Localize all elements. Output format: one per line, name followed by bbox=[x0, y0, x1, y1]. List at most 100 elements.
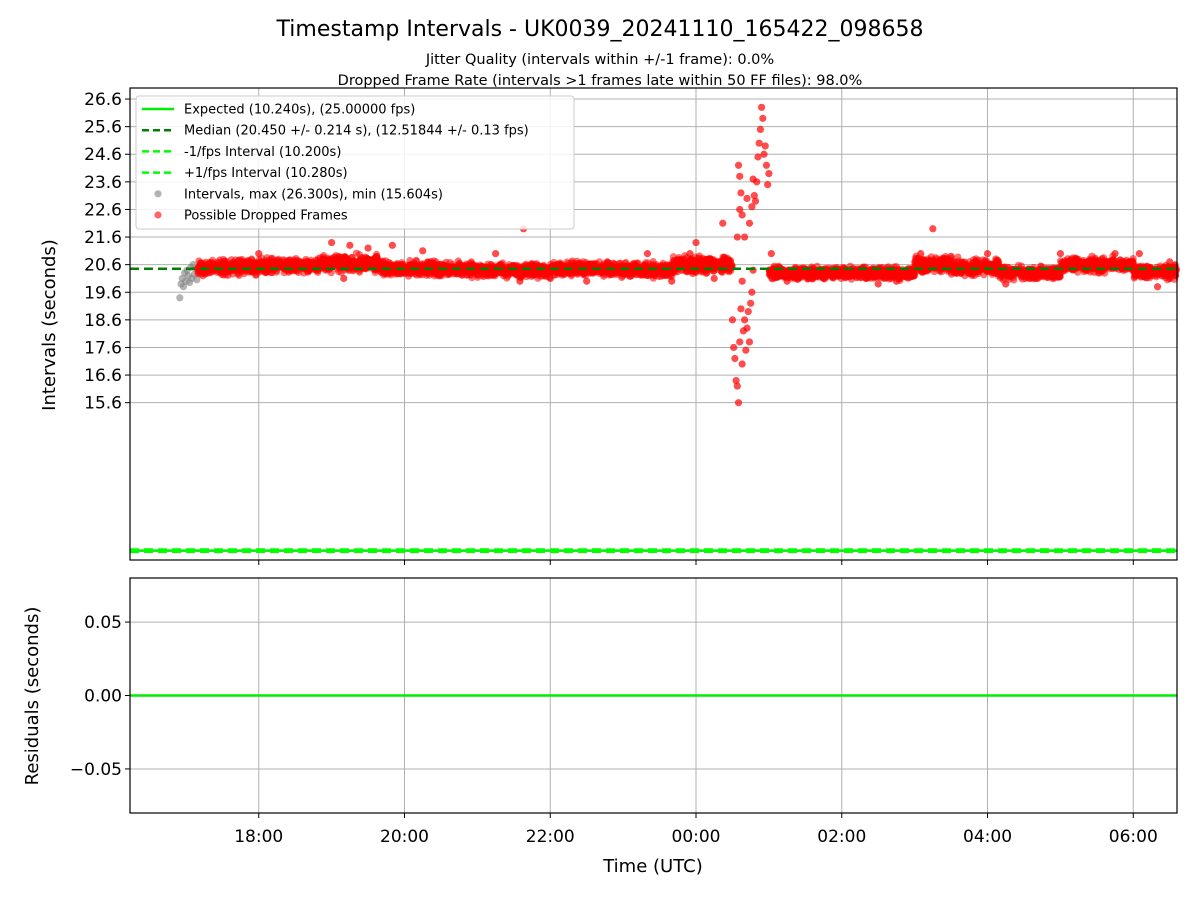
dropped-frame-point bbox=[1153, 283, 1162, 291]
y-tick-label: 25.6 bbox=[84, 118, 122, 138]
y-tick-label: 21.6 bbox=[84, 228, 122, 248]
dropped-frame-point bbox=[753, 178, 761, 186]
dropped-frame-point bbox=[743, 324, 751, 332]
dropped-frame-point bbox=[255, 259, 263, 267]
dropped-frame-point bbox=[1032, 274, 1040, 283]
interval-point bbox=[179, 283, 188, 291]
y-tick-label: −0.05 bbox=[70, 760, 122, 780]
dropped-frame-point bbox=[800, 271, 808, 279]
dropped-frame-point bbox=[965, 269, 973, 277]
dropped-frame-point bbox=[1109, 259, 1117, 267]
dropped-frame-point bbox=[819, 274, 828, 283]
dropped-frame-point bbox=[681, 260, 690, 268]
dropped-frame-point bbox=[761, 142, 769, 150]
x-tick-label: 06:00 bbox=[1109, 827, 1158, 847]
dropped-frame-point bbox=[733, 233, 741, 241]
residuals-x-ticks: 18:00 20:00 22:00 00:00 02:00 04:00 06:00 bbox=[234, 813, 1158, 847]
dropped-frame-point bbox=[712, 260, 720, 268]
dropped-frame-point bbox=[738, 211, 746, 219]
dropped-frame-point bbox=[743, 194, 751, 203]
dropped-frame-point bbox=[663, 269, 672, 277]
dropped-frame-point bbox=[745, 219, 754, 227]
dropped-frame-point bbox=[659, 261, 667, 269]
dropped-frame-point bbox=[898, 271, 906, 279]
dropped-frame-point bbox=[1139, 272, 1148, 281]
dropped-frame-point bbox=[737, 189, 745, 197]
dropped-frame-point bbox=[550, 258, 558, 267]
dropped-frame-point bbox=[737, 305, 745, 313]
dropped-frame-point bbox=[588, 269, 596, 277]
dropped-frame-point bbox=[690, 256, 698, 264]
dropped-frame-point bbox=[1135, 250, 1143, 258]
dropped-frame-point bbox=[736, 172, 744, 180]
dropped-frame-point bbox=[407, 269, 415, 278]
x-tick-label: 20:00 bbox=[380, 827, 429, 847]
dropped-frame-point bbox=[736, 338, 744, 346]
dropped-frame-point bbox=[381, 270, 389, 278]
dropped-frame-point bbox=[1163, 276, 1172, 284]
y-tick-label: 24.6 bbox=[84, 145, 122, 165]
dropped-frame-rate-subtitle: Dropped Frame Rate (intervals >1 frames … bbox=[338, 73, 863, 89]
dropped-frame-point bbox=[201, 270, 209, 278]
intervals-y-ticks: 15.616.617.618.619.620.621.622.623.624.6… bbox=[84, 90, 130, 414]
legend-label: +1/fps Interval (10.280s) bbox=[184, 166, 348, 181]
dropped-frame-point bbox=[748, 288, 756, 296]
dropped-frame-point bbox=[454, 257, 462, 265]
dropped-frame-point bbox=[760, 150, 768, 158]
dropped-frame-point bbox=[747, 299, 755, 307]
dropped-frame-point bbox=[245, 257, 253, 265]
y-tick-label: 26.6 bbox=[84, 90, 122, 110]
legend-label: -1/fps Interval (10.200s) bbox=[184, 145, 341, 160]
dropped-frame-point bbox=[301, 258, 309, 266]
dropped-frame-point bbox=[506, 269, 515, 277]
dropped-frame-point bbox=[1131, 270, 1140, 278]
y-tick-label: 0.05 bbox=[84, 613, 122, 633]
dropped-frame-point bbox=[829, 269, 837, 277]
dropped-frame-point bbox=[954, 253, 962, 261]
x-tick-label: 04:00 bbox=[963, 827, 1012, 847]
dropped-frame-point bbox=[532, 260, 541, 268]
dropped-frame-point bbox=[718, 262, 726, 270]
dropped-frame-point bbox=[235, 271, 243, 280]
jitter-quality-subtitle: Jitter Quality (intervals within +/-1 fr… bbox=[425, 52, 774, 68]
intervals-series bbox=[176, 261, 201, 302]
dropped-frame-point bbox=[1010, 271, 1018, 279]
dropped-frame-point bbox=[734, 399, 743, 407]
dropped-frame-point bbox=[756, 125, 764, 134]
dropped-frame-point bbox=[874, 280, 882, 288]
dropped-frame-point bbox=[272, 258, 280, 266]
residuals-y-ticks: 0.05 0.00 −0.05 bbox=[70, 613, 130, 780]
dropped-frame-point bbox=[668, 277, 676, 285]
dropped-frame-point bbox=[738, 277, 746, 285]
y-tick-label: 0.00 bbox=[84, 687, 122, 707]
dropped-frame-point bbox=[783, 277, 791, 285]
y-tick-label: 19.6 bbox=[84, 283, 122, 303]
x-tick-label: 00:00 bbox=[672, 827, 721, 847]
dropped-frame-point bbox=[767, 250, 775, 258]
dropped-frame-point bbox=[346, 241, 354, 249]
dropped-frame-point bbox=[745, 338, 754, 346]
dropped-frame-point bbox=[498, 261, 506, 269]
dropped-frame-point bbox=[686, 250, 694, 258]
intervals-legend: Expected (10.240s), (25.00000 fps)Median… bbox=[135, 95, 575, 230]
dropped-frame-point bbox=[765, 169, 773, 178]
dropped-frame-point bbox=[624, 261, 632, 269]
interval-point bbox=[193, 276, 201, 284]
y-tick-label: 16.6 bbox=[84, 366, 122, 386]
y-tick-label: 15.6 bbox=[84, 394, 122, 414]
dropped-frame-point bbox=[939, 260, 947, 268]
x-tick-label: 18:00 bbox=[234, 827, 283, 847]
legend-swatch-dot bbox=[154, 190, 162, 198]
dropped-frame-point bbox=[812, 269, 821, 277]
legend-label: Possible Dropped Frames bbox=[184, 209, 348, 224]
dropped-frame-point bbox=[740, 233, 749, 241]
dropped-frame-point bbox=[1061, 258, 1070, 266]
residuals-y-axis-label: Residuals (seconds) bbox=[22, 607, 43, 786]
dropped-frame-point bbox=[785, 269, 793, 278]
dropped-frame-point bbox=[1166, 258, 1174, 266]
dropped-frame-point bbox=[352, 261, 360, 269]
dropped-frame-point bbox=[764, 181, 772, 189]
dropped-frame-point bbox=[1111, 250, 1119, 258]
dropped-frame-point bbox=[426, 257, 435, 266]
y-tick-label: 18.6 bbox=[84, 311, 122, 331]
